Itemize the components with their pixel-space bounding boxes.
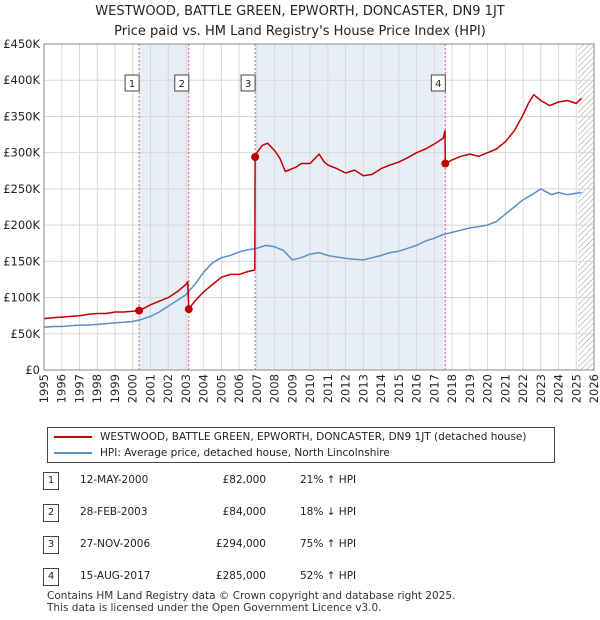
x-tick-label: 2009 (285, 374, 299, 403)
sale-point (184, 305, 193, 314)
chart-subtitle: Price paid vs. HM Land Registry's House … (114, 24, 486, 39)
x-tick-label: 2020 (481, 374, 495, 403)
shaded-ownership-period (255, 44, 446, 370)
sale-number-box: 3 (240, 74, 256, 92)
legend-label-hpi: HPI: Average price, detached house, Nort… (100, 447, 390, 459)
x-tick-label: 1996 (55, 374, 69, 403)
transaction-row: 2 28-FEB-2003 £84,000 18% ↓ HPI (0, 504, 600, 524)
x-tick-label: 2002 (161, 374, 175, 403)
transaction-row: 1 12-MAY-2000 £82,000 21% ↑ HPI (0, 472, 600, 492)
legend-swatch-hpi (54, 452, 92, 454)
y-tick-label: £100K (3, 291, 40, 305)
price-chart: 1 2 3 4 £0 £50K £100K £150K £200K £250K £300K £350… (3, 37, 600, 403)
footer: Contains HM Land Registry data © Crown c… (47, 590, 455, 614)
transaction-row: 4 15-AUG-2017 £285,000 52% ↑ HPI (0, 568, 600, 588)
footer-copyright: Contains HM Land Registry data © Crown c… (47, 590, 456, 602)
x-tick-label: 1995 (37, 374, 51, 403)
x-tick-label: 2014 (374, 374, 388, 403)
legend-label-property: WESTWOOD, BATTLE GREEN, EPWORTH, DONCAST… (100, 431, 527, 443)
sale-number-box-frame (124, 74, 140, 92)
sale-number-box-frame (430, 74, 446, 92)
x-tick-label: 1998 (90, 374, 104, 403)
x-tick-label: 2011 (321, 374, 335, 403)
sale-number-box: 1 (124, 74, 140, 92)
x-tick-label: 2013 (356, 374, 370, 403)
legend-item-hpi: HPI: Average price, detached house, Nort… (54, 445, 390, 461)
y-tick-label: £0 (25, 363, 40, 377)
transaction-date: 27-NOV-2006 (80, 538, 151, 550)
y-tick-label: £200K (3, 218, 40, 232)
transaction-row: 3 27-NOV-2006 £294,000 75% ↑ HPI (0, 536, 600, 556)
chart-title-line1: WESTWOOD, BATTLE GREEN, EPWORTH, DONCAST… (95, 4, 505, 19)
transaction-number: 2 (43, 504, 59, 522)
x-tick-label: 2024 (552, 374, 566, 403)
footer-licence: This data is licensed under the Open Gov… (47, 602, 382, 614)
sale-point (441, 159, 450, 168)
transaction-date: 15-AUG-2017 (80, 570, 151, 582)
transaction-price: £285,000 (215, 570, 266, 582)
transaction-date: 28-FEB-2003 (80, 506, 148, 518)
transaction-hpi-change: 21% ↑ HPI (300, 474, 357, 486)
x-tick-label: 2003 (179, 374, 193, 403)
sale-number-box-frame (240, 74, 256, 92)
x-tick-label: 2017 (427, 374, 441, 403)
x-tick-label: 2019 (463, 374, 477, 403)
y-tick-label: £250K (3, 182, 40, 196)
property-price-line (44, 93, 583, 320)
x-tick-label: 2004 (197, 374, 211, 403)
chart-title: WESTWOOD, BATTLE GREEN, EPWORTH, DONCAST… (0, 2, 600, 42)
y-tick-label: £300K (3, 146, 40, 160)
projection-hatch (578, 44, 594, 370)
transaction-hpi-change: 18% ↓ HPI (300, 506, 357, 518)
transaction-price: £84,000 (222, 506, 266, 518)
x-tick-label: 2022 (516, 374, 530, 403)
x-tick-label: 2021 (498, 374, 512, 403)
x-tick-label: 2006 (232, 374, 246, 403)
transaction-date: 12-MAY-2000 (80, 474, 149, 486)
legend: WESTWOOD, BATTLE GREEN, EPWORTH, DONCAST… (47, 427, 555, 463)
x-tick-label: 2023 (534, 374, 548, 403)
x-tick-label: 2001 (143, 374, 157, 403)
y-tick-label: £450K (3, 37, 40, 51)
x-tick-label: 2000 (126, 374, 140, 403)
y-tick-label: £50K (11, 327, 41, 341)
x-tick-label: 2007 (250, 374, 264, 403)
x-tick-label: 2018 (445, 374, 459, 403)
y-tick-label: £350K (3, 109, 40, 123)
y-tick-label: £400K (3, 73, 40, 87)
transaction-number: 1 (43, 472, 59, 490)
x-tick-label: 1999 (108, 374, 122, 403)
sale-number-label: 3 (245, 79, 251, 90)
sale-number-label: 2 (179, 79, 185, 90)
sale-number-label: 4 (435, 79, 441, 90)
legend-swatch-property (54, 436, 92, 438)
x-tick-label: 1997 (72, 374, 86, 403)
x-tick-label: 2005 (214, 374, 228, 403)
x-tick-label: 2010 (303, 374, 317, 403)
sale-number-box-frame (174, 74, 190, 92)
transaction-hpi-change: 75% ↑ HPI (300, 538, 357, 550)
sale-number-box: 2 (174, 74, 190, 92)
transaction-price: £294,000 (215, 538, 266, 550)
transaction-number: 3 (43, 536, 59, 554)
x-tick-label: 2008 (268, 374, 282, 403)
transaction-hpi-change: 52% ↑ HPI (300, 570, 357, 582)
x-tick-label: 2015 (392, 374, 406, 403)
sale-number-label: 1 (129, 79, 135, 90)
y-tick-label: £150K (3, 254, 40, 268)
transaction-price: £82,000 (222, 474, 266, 486)
transaction-number: 4 (43, 568, 59, 586)
shaded-ownership-period (139, 44, 189, 370)
x-tick-label: 2026 (587, 374, 600, 403)
hpi-line (44, 188, 582, 329)
legend-item-property: WESTWOOD, BATTLE GREEN, EPWORTH, DONCAST… (54, 429, 526, 445)
x-tick-label: 2016 (410, 374, 424, 403)
sale-number-box: 4 (430, 74, 446, 92)
plot-frame (43, 43, 595, 371)
x-tick-label: 2025 (569, 374, 583, 403)
sale-point (135, 306, 144, 315)
sale-point (251, 153, 260, 162)
x-tick-label: 2012 (339, 374, 353, 403)
